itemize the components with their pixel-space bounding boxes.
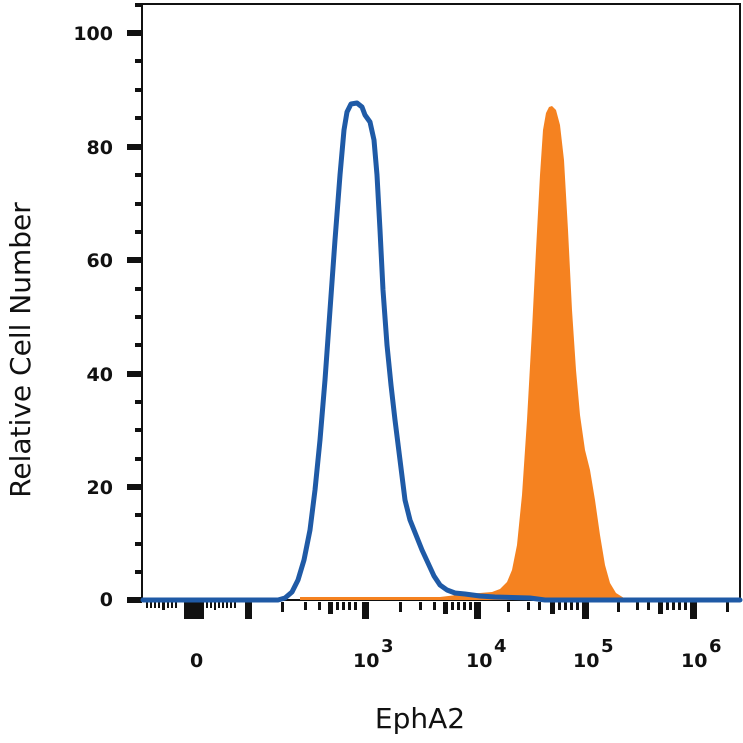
y-tick-label: 20 <box>87 477 113 499</box>
y-tick-label: 80 <box>87 137 113 159</box>
y-axis <box>127 3 142 603</box>
x-axis-title: EphA2 <box>375 702 465 735</box>
x-tick-label-0: 0 <box>190 650 203 672</box>
x-tick-label-1e3: 10 <box>353 650 379 672</box>
x-tick-label-1e4: 10 <box>466 650 492 672</box>
y-minor-ticks <box>135 3 142 574</box>
x-tick-label-1e6: 10 <box>681 650 707 672</box>
x-tick-labels: 0 10 3 10 4 10 5 10 6 <box>190 636 722 672</box>
plot-area <box>141 3 741 601</box>
series-isotype-control-line <box>140 100 743 603</box>
x-tick-exponent: 5 <box>601 636 614 657</box>
y-major-ticks <box>127 30 142 603</box>
x-tick-exponent: 6 <box>709 636 722 657</box>
x-tick-label-1e5: 10 <box>573 650 599 672</box>
y-tick-label: 60 <box>87 250 113 272</box>
x-axis-ticks <box>146 602 729 619</box>
y-axis-title: Relative Cell Number <box>4 202 37 498</box>
y-tick-label: 100 <box>73 23 113 45</box>
y-tick-labels: 0 20 40 60 80 100 <box>73 23 113 611</box>
series-epha2-antibody-fill <box>143 106 740 600</box>
y-tick-label: 40 <box>87 364 113 386</box>
x-tick-exponent: 4 <box>494 636 507 657</box>
y-tick-label: 0 <box>100 589 113 611</box>
x-tick-exponent: 3 <box>381 636 394 657</box>
